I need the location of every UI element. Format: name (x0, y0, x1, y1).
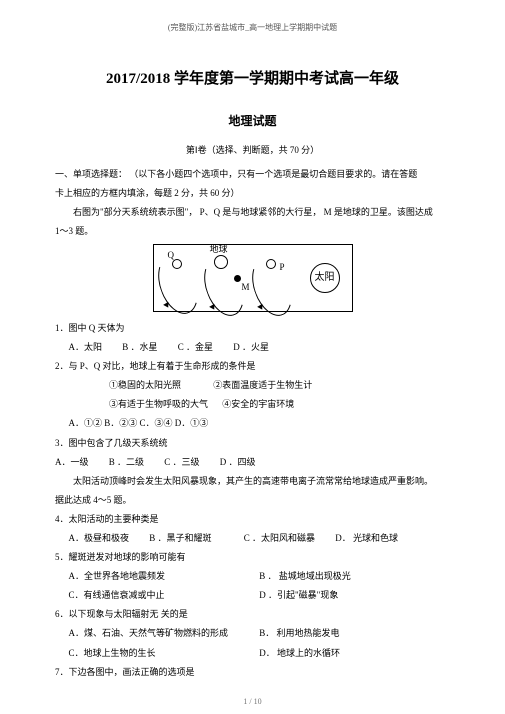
q1-stem: 1．图中 Q 天体为 (55, 320, 450, 337)
solar-system-diagram: Q 地球 M P 太阳 (153, 244, 353, 312)
q6-a: A．煤、石油、天然气等矿物燃料的形成 (69, 625, 260, 642)
q2-cond2: ③有适于生物呼吸的大气 ④安全的宇宙环境 (55, 396, 450, 413)
q6-c: C．地球上生物的生长 (69, 645, 260, 662)
q6-b: B． 利用地热能发电 (259, 625, 450, 642)
q6-d: D． 地球上的水循环 (259, 645, 450, 662)
label-earth: 地球 (210, 244, 228, 254)
q2-cond1: ①稳固的太阳光照 ②表面温度适于生物生计 (55, 377, 450, 394)
doc-header: (完整版)江苏省盐城市_高一地理上学期期中试题 (55, 20, 450, 35)
q3-options: A．一级 B ．二级 C ．三级 D ．四级 (55, 454, 450, 471)
planet-p (266, 259, 276, 269)
q5-d: D ．引起"磁暴"现象 (259, 587, 450, 604)
arrow-icon (257, 304, 265, 311)
q4-b: B ．黑子和耀斑 (149, 533, 211, 543)
q2-stem: 2．与 P、Q 对比，地球上有着于生命形成的条件是 (55, 358, 450, 375)
planet-m (234, 275, 241, 282)
q5-stem: 5．耀斑迸发对地球的影响可能有 (55, 549, 450, 566)
q1-options: A．太阳 B ．水星 C ．金星 D ．火星 (69, 339, 451, 356)
q2-c3: ③有适于生物呼吸的大气 (109, 399, 208, 409)
fig-intro-1: 右图为"部分天系统统表示图"， P、Q 是与地球紧邻的大行星， M 是地球的卫星… (55, 204, 450, 221)
label-sun: 太阳 (310, 263, 340, 293)
q2-c1: ①稳固的太阳光照 (109, 380, 181, 390)
page-number: 1 / 10 (0, 697, 505, 706)
q4-d: D． 光球和色球 (335, 533, 398, 543)
q2-c4: ④安全的宇宙环境 (222, 399, 294, 409)
q3-stem: 3．图中包含了几级天系统统 (55, 435, 450, 452)
q6-options-1: A．煤、石油、天然气等矿物燃料的形成 B． 利用地热能发电 (69, 625, 451, 642)
sun-intro-1: 太阳活动顶峰时会发生太阳风暴现象，其产生的高速带电离子流常常给地球造成严重影响。 (55, 473, 450, 490)
section-note: 第Ⅰ卷（选择、判断题，共 70 分） (55, 142, 450, 159)
fig-intro-2: 1～3 题。 (55, 223, 450, 240)
q4-stem: 4．太阳活动的主要种类是 (55, 511, 450, 528)
q5-a: A．全世界各地地震频发 (69, 568, 260, 585)
q5-options-1: A．全世界各地地震频发 B ． 盐城地域出现极光 (69, 568, 451, 585)
q1-d: D ．火星 (233, 342, 269, 352)
q6-options-2: C．地球上生物的生长 D． 地球上的水循环 (69, 645, 451, 662)
arrow-icon (163, 302, 171, 309)
q5-c: C．有线通信衰减或中止 (69, 587, 260, 604)
q2-options: A．①② B．②③ C．③④ D．①③ (69, 415, 451, 432)
sub-title: 地理试题 (55, 110, 450, 133)
label-m: M (242, 279, 250, 296)
q6-stem: 6．以下现象与太阳辐射无 关的是 (55, 606, 450, 623)
q1-a: A．太阳 (69, 342, 103, 352)
q7-stem: 7．下边各图中，画法正确的选项是 (55, 664, 450, 681)
q5-options-2: C．有线通信衰减或中止 D ．引起"磁暴"现象 (69, 587, 451, 604)
q4-options: A．极昼和极夜 B ．黑子和耀斑 C ．太阳风和磁暴 D． 光球和色球 (69, 530, 451, 547)
q4-a: A．极昼和极夜 (69, 533, 130, 543)
main-title: 2017/2018 学年度第一学期期中考试高一年级 (55, 65, 450, 94)
arrow-icon (209, 304, 217, 311)
instruction-2: 卡上相应的方框内填涂，每题 2 分，共 60 分） (55, 185, 450, 202)
sun-intro-2: 据此达成 4～5 题。 (55, 492, 450, 509)
q3-b: B ．二级 (109, 457, 144, 467)
q4-c: C ．太阳风和磁暴 (244, 533, 315, 543)
q5-b: B ． 盐城地域出现极光 (259, 568, 450, 585)
instruction-1: 一、单项选择题： （以下各小题四个选项中，只有一个选项是最切合题目要求的。请在答… (55, 166, 450, 183)
q1-b: B ．水星 (122, 342, 157, 352)
label-p: P (280, 259, 285, 276)
q3-d: D ．四级 (220, 457, 256, 467)
q3-c: C ．三级 (164, 457, 199, 467)
q1-c: C ．金星 (178, 342, 213, 352)
q2-c2: ②表面温度适于生物生计 (213, 380, 312, 390)
label-q: Q (168, 247, 175, 264)
q3-a: A．一级 (55, 457, 89, 467)
